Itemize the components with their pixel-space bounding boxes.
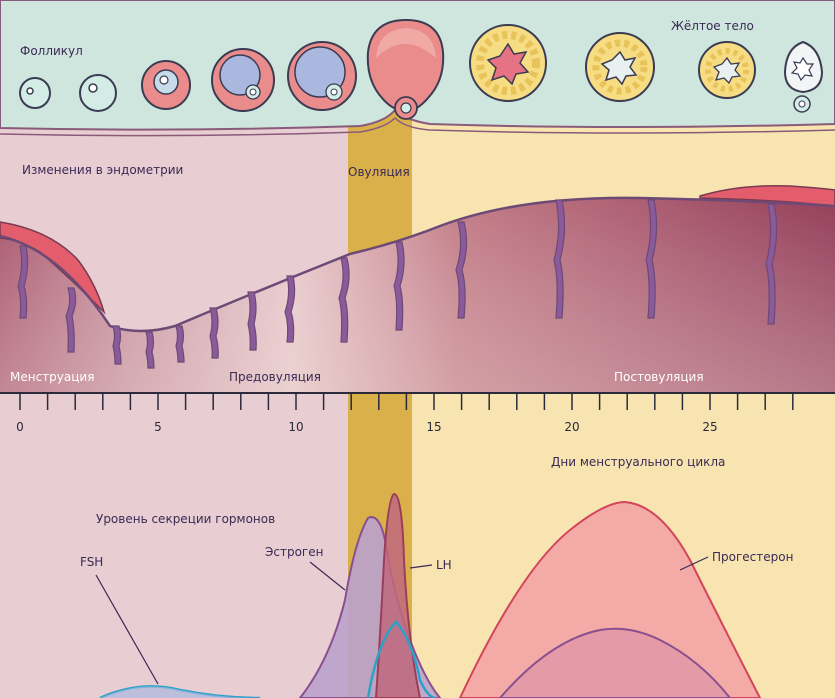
label-estrogen: Эстроген	[265, 545, 323, 559]
endometrium-fade	[0, 197, 835, 392]
follicle-4	[211, 48, 275, 112]
lh-curve	[374, 492, 422, 698]
corpus-luteum-1	[469, 24, 547, 102]
follicle-2	[79, 74, 117, 112]
label-menstruation: Менструация	[10, 370, 94, 384]
fsh-leader	[95, 574, 159, 685]
estrogen-leader	[309, 561, 346, 591]
progesterone-inner-curve	[498, 627, 732, 698]
axis-tick-label: 5	[154, 420, 162, 434]
endometrium-surface	[0, 196, 835, 333]
axis-tick-labels: 0 5 10 15 20 25	[16, 420, 717, 434]
follicle-3	[141, 60, 191, 110]
label-follicle: Фолликул	[20, 44, 83, 58]
label-ovulation: Овуляция	[348, 165, 410, 179]
label-fsh: FSH	[80, 555, 103, 569]
label-cycle-days: Дни менструального цикла	[551, 455, 725, 469]
axis-tick-label: 15	[426, 420, 441, 434]
lh-leader	[409, 564, 433, 569]
label-corpus-luteum: Жёлтое тело	[671, 19, 754, 33]
label-progesterone: Прогестерон	[712, 550, 793, 564]
axis-ticks	[19, 393, 794, 410]
axis-tick-label: 0	[16, 420, 24, 434]
fsh-fill	[100, 686, 260, 698]
follicle-1	[19, 77, 51, 109]
ovary-lining	[0, 116, 835, 137]
progesterone-leader	[679, 556, 709, 571]
corpus-luteum-2	[585, 32, 655, 102]
label-lh: LH	[436, 558, 452, 572]
corpus-luteum-3	[698, 41, 756, 99]
menstrual-phase-band	[0, 110, 348, 698]
ovulating-follicle	[366, 18, 445, 120]
label-pre-ovulation: Предовуляция	[229, 370, 321, 384]
follicle-5	[287, 41, 357, 111]
label-endometrium-changes: Изменения в эндометрии	[22, 163, 183, 177]
endometrial-glands	[17, 199, 778, 369]
axis-tick-label: 20	[564, 420, 579, 434]
corpus-albicans	[783, 40, 824, 113]
axis-tick-label: 25	[702, 420, 717, 434]
progesterone-outer-curve	[458, 500, 762, 698]
label-post-ovulation: Постовуляция	[614, 370, 704, 384]
axis-tick-label: 10	[288, 420, 303, 434]
label-hormone-level: Уровень секреции гормонов	[96, 512, 275, 526]
shedding-tissue-right	[699, 184, 835, 207]
